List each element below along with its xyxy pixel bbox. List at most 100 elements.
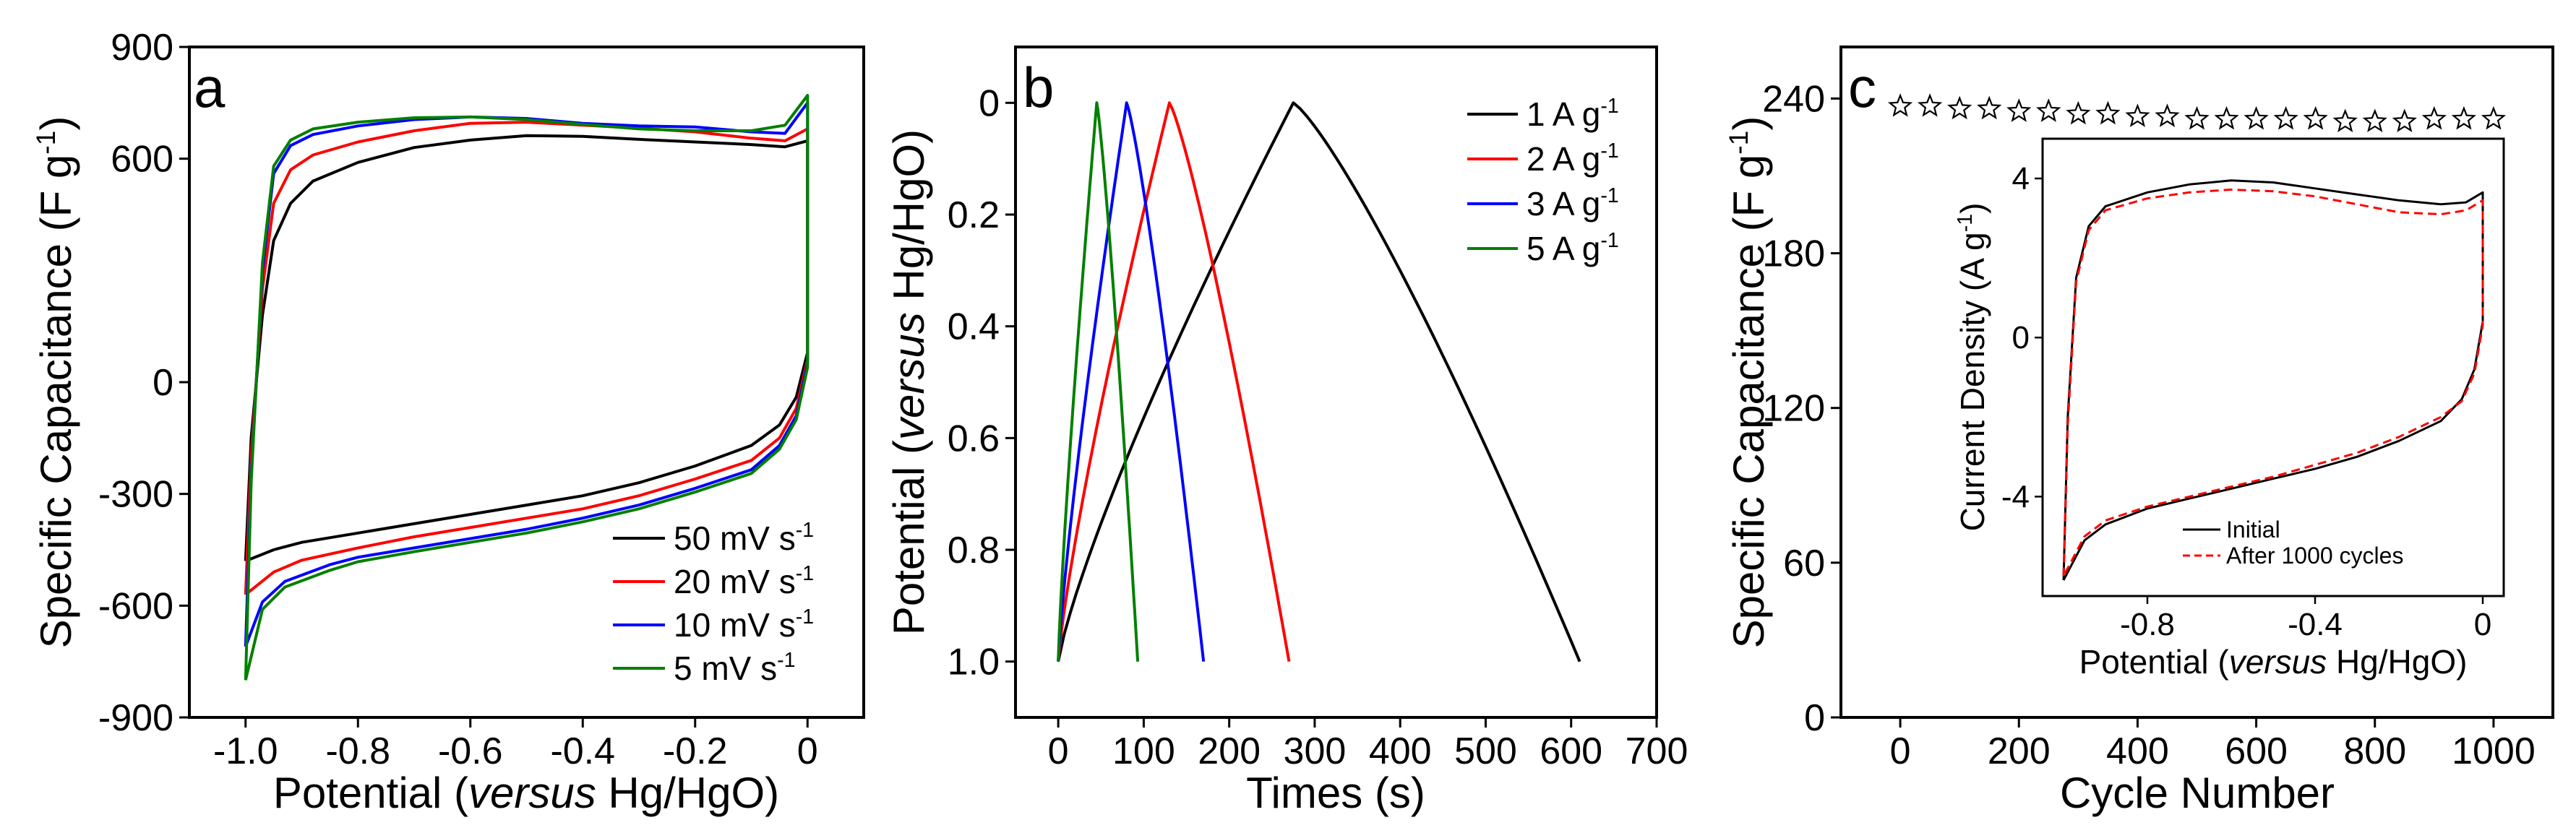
inset-y-tick-label: 4	[2012, 161, 2030, 197]
panel-c-x-tick-label: 200	[1988, 730, 2051, 772]
inset-x-tick-label: -0.4	[2288, 607, 2343, 642]
panel-b-label: b	[1023, 56, 1054, 119]
panel-c-star-marker	[1947, 95, 1972, 120]
panel-c-x-tick-label: 400	[2106, 730, 2169, 772]
inset-curves	[2062, 179, 2484, 581]
panel-a-y-tick-label: 0	[153, 362, 173, 404]
panel-b-y-tick-label: 0.4	[948, 306, 1000, 348]
panel-c-x-tick-label: 1000	[2452, 730, 2536, 772]
panel-b-legend: 1 A g-1 2 A g-1 3 A g-1 5 A g-1	[1467, 95, 1619, 267]
panel-c-y-tick-label: 180	[1762, 233, 1825, 275]
panel-b-legend-label: 2 A g-1	[1527, 139, 1619, 178]
panel-c-y-ticks: 0 60 120 180 240	[1762, 78, 1841, 739]
panel-b-x-tick-label: 400	[1369, 730, 1432, 772]
panel-c-star-marker	[2332, 108, 2358, 133]
panel-b-x-tick-label: 600	[1540, 730, 1602, 772]
panel-c-star-marker	[2036, 98, 2061, 122]
panel-c-y-axis-title: Specific Capacitance (F g-1)	[1723, 116, 1773, 649]
inset-y-axis-title: Current Density (A g-1)	[1954, 203, 1991, 532]
panel-b-x-ticks: 0 100 200 300 400 500 600 700	[1048, 717, 1688, 772]
panel-a-y-tick-label: 900	[111, 27, 173, 69]
panel-c-star-marker	[2244, 105, 2269, 130]
panel-b-series-line	[1057, 101, 1581, 662]
panel-a-series-line	[244, 134, 810, 563]
panel-c-star-marker	[2214, 105, 2239, 130]
panel-c-star-marker	[1977, 95, 2002, 120]
panel-c-star-marker	[2421, 105, 2447, 130]
panel-b-y-tick-label: 0	[979, 82, 1000, 124]
panel-a-legend-label: 5 mV s-1	[674, 649, 796, 687]
panel-c-star-marker	[2066, 100, 2091, 125]
panel-a-x-ticks: -1.0 -0.8 -0.6 -0.4 -0.2 0	[213, 717, 818, 772]
panel-b-y-tick-label: 0.6	[948, 418, 1000, 459]
panel-c-x-tick-label: 0	[1890, 730, 1911, 772]
panel-a-x-tick-label: -0.8	[325, 730, 390, 772]
panel-a-curves	[244, 94, 810, 681]
panel-a-x-tick-label: -1.0	[213, 730, 278, 772]
panel-b-x-tick-label: 300	[1284, 730, 1347, 772]
panel-c-star-marker	[2273, 105, 2298, 130]
panel-c-star-marker	[2006, 98, 2032, 122]
panel-c-star-marker	[2392, 108, 2417, 133]
panel-c-y-tick-label: 120	[1762, 388, 1825, 430]
panel-b-y-ticks: 0 0.2 0.4 0.6 0.8 1.0	[948, 82, 1016, 683]
panel-b-y-axis-title: Potential (versus Hg/HgO)	[885, 129, 933, 635]
panel-a-legend-label: 50 mV s-1	[674, 519, 814, 557]
inset-series-line	[2062, 179, 2484, 581]
panel-b-gcd-chart: b 0 100 200 300 400 500 600 700 0 0.2 0.4 0.6 0.8 1.…	[885, 46, 1688, 817]
panel-a-y-tick-label: -900	[98, 697, 173, 739]
panel-c-x-tick-label: 800	[2343, 730, 2406, 772]
panel-c-star-marker	[1918, 93, 1943, 117]
panel-a-x-tick-label: -0.2	[663, 730, 728, 772]
panel-a-y-tick-label: -300	[98, 474, 173, 516]
panel-c-x-tick-label: 600	[2225, 730, 2288, 772]
panel-c-star-marker	[2155, 103, 2180, 127]
panel-a-legend-label: 20 mV s-1	[674, 562, 814, 600]
panel-c-star-marker	[2451, 105, 2476, 130]
panel-b-x-tick-label: 200	[1198, 730, 1261, 772]
panel-c-star-marker	[2481, 105, 2507, 130]
panel-c-star-marker	[2184, 105, 2210, 130]
panel-b-x-tick-label: 0	[1048, 730, 1069, 772]
panel-a-y-tick-label: -600	[98, 585, 173, 627]
panel-b-plot-frame	[1014, 46, 1658, 719]
panel-a-y-tick-label: 600	[111, 139, 173, 181]
panel-b-y-tick-label: 1.0	[948, 642, 1000, 683]
panel-a-cv-chart: a -1.0 -0.8 -0.6 -0.4 -0.2 0 900 600 0 -300 -600 -…	[30, 27, 865, 817]
panel-b-legend-label: 3 A g-1	[1527, 184, 1619, 223]
panel-b-series-line	[1057, 101, 1140, 662]
panel-b-x-axis-title: Times (s)	[1246, 769, 1425, 817]
panel-c-y-tick-label: 240	[1762, 78, 1825, 120]
panel-c-x-axis-title: Cycle Number	[2060, 769, 2335, 817]
panel-c-star-marker	[1887, 93, 1913, 117]
inset-y-tick-label: 0	[2012, 320, 2030, 355]
panel-b-legend-label: 5 A g-1	[1527, 229, 1619, 267]
panel-a-series-line	[244, 94, 810, 681]
panel-b-x-tick-label: 700	[1626, 730, 1688, 772]
panel-a-x-axis-title: Potential (versus Hg/HgO)	[273, 769, 779, 817]
panel-c-label: c	[1848, 56, 1876, 119]
panel-b-y-tick-label: 0.2	[948, 194, 1000, 236]
panel-c-y-tick-label: 0	[1804, 697, 1825, 739]
panel-c-star-marker	[2362, 108, 2387, 133]
panel-b-series-line	[1057, 101, 1206, 662]
panel-a-y-axis-title: Specific Capacitance (F g-1)	[30, 116, 80, 649]
inset-legend-label: After 1000 cycles	[2226, 543, 2403, 569]
panel-a-label: a	[194, 56, 226, 119]
inset-x-tick-label: -0.8	[2120, 607, 2175, 642]
panel-b-curves	[1057, 101, 1581, 662]
panel-b-x-tick-label: 100	[1112, 730, 1175, 772]
panel-a-x-tick-label: 0	[797, 730, 818, 772]
inset-y-ticks: 4 0 -4	[2001, 161, 2043, 514]
panel-b-y-tick-label: 0.8	[948, 530, 1000, 571]
panel-c-plot-frame	[1839, 46, 2554, 719]
panel-a-y-ticks: 900 600 0 -300 -600 -900	[98, 27, 189, 739]
inset-x-ticks: -0.8 -0.4 0	[2120, 596, 2491, 642]
panel-b-legend-label: 1 A g-1	[1527, 95, 1619, 133]
panel-c-star-marker	[2303, 105, 2328, 130]
inset-series-line	[2062, 189, 2484, 577]
panel-c-markers	[1887, 93, 2507, 133]
inset-y-tick-label: -4	[2001, 479, 2030, 514]
